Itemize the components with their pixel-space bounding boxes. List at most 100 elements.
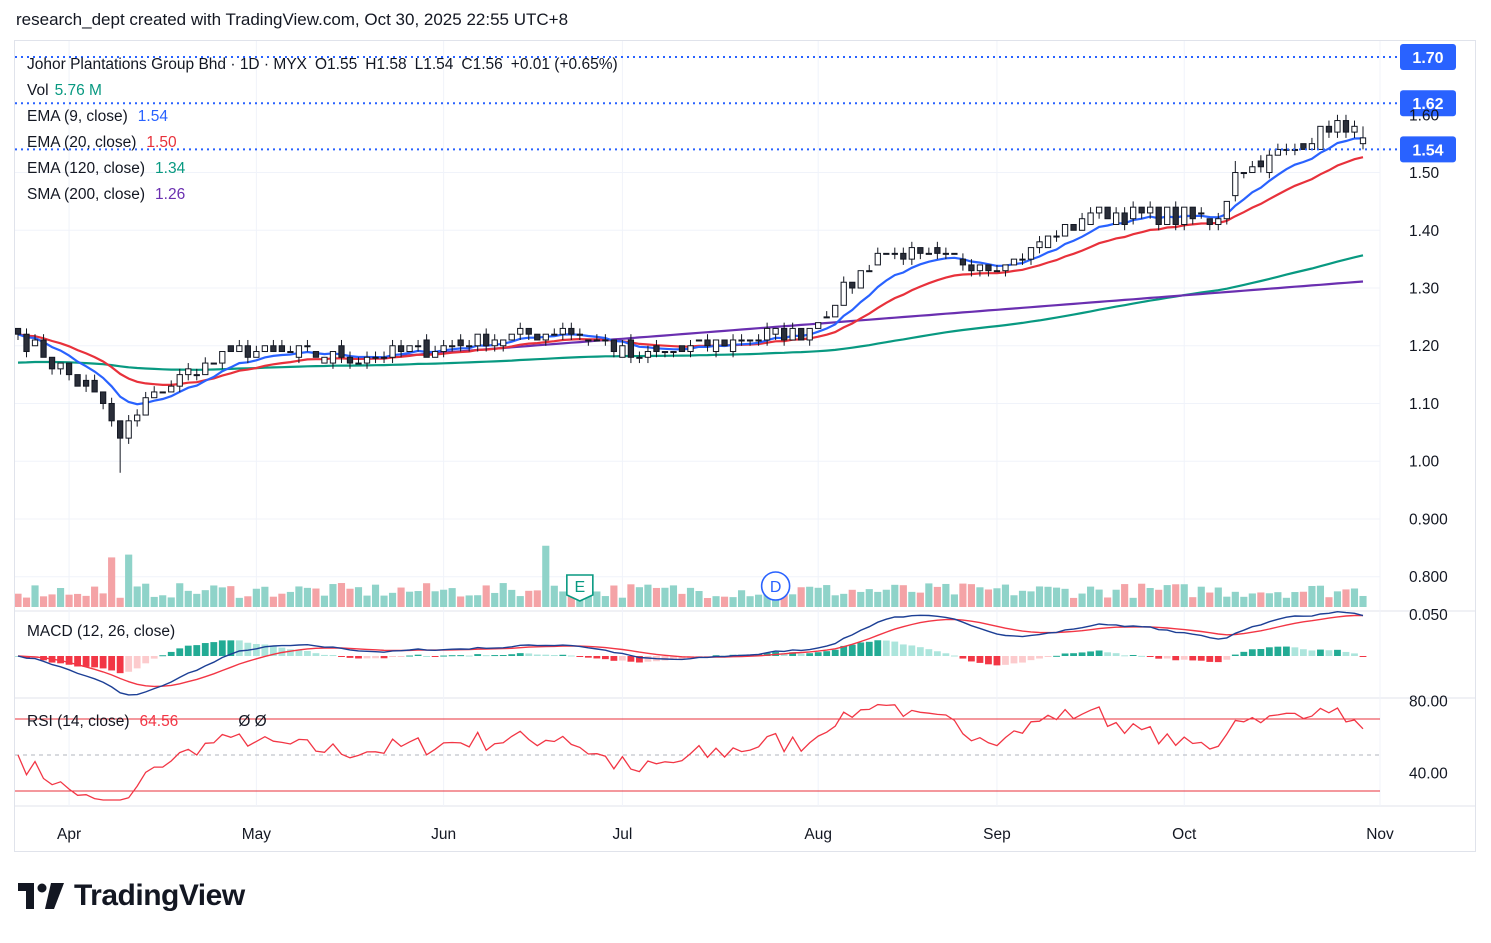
macd-histogram-bar bbox=[780, 653, 788, 656]
candle-body bbox=[1044, 235, 1052, 249]
candle-body bbox=[355, 362, 362, 365]
macd-histogram-bar bbox=[618, 656, 626, 661]
volume-bar bbox=[363, 595, 371, 607]
candle-body bbox=[1010, 258, 1018, 266]
macd-histogram-bar bbox=[670, 656, 677, 660]
candle-body bbox=[627, 339, 635, 358]
volume-bar bbox=[959, 583, 967, 607]
volume-bar bbox=[74, 593, 82, 607]
macd-histogram-bar bbox=[976, 656, 984, 663]
macd-histogram-bar bbox=[1231, 654, 1239, 656]
time-tick-label: Jun bbox=[431, 826, 456, 843]
chart-frame[interactable]: 1.701.621.54 EDED⚡ 1.501.401.301.201.101… bbox=[14, 40, 1476, 852]
volume-bar bbox=[150, 596, 158, 607]
candle-body bbox=[1359, 137, 1367, 145]
price-tick-label: 0.900 bbox=[1409, 511, 1448, 528]
legend-ema20-value: 1.50 bbox=[146, 134, 177, 151]
macd-histogram-bar bbox=[985, 656, 992, 665]
macd-histogram-bar bbox=[1240, 651, 1248, 656]
rsi-legend-label[interactable]: RSI (14, close) bbox=[27, 713, 130, 730]
macd-legend-label[interactable]: MACD (12, 26, close) bbox=[27, 623, 175, 640]
macd-histogram-bar bbox=[1121, 655, 1129, 657]
macd-tick-label: 0.050 bbox=[1409, 607, 1448, 624]
legend-ema120-label[interactable]: EMA (120, close) bbox=[27, 160, 145, 177]
candle-body bbox=[474, 333, 481, 347]
macd-histogram-bar bbox=[108, 656, 116, 671]
svg-text:EMA (9, close)1.54: EMA (9, close) 1.54 bbox=[27, 108, 168, 125]
candle-body bbox=[670, 351, 677, 354]
time-axis[interactable]: Apr May Jun Jul Aug Sep Oct Nov bbox=[57, 826, 1394, 843]
volume-bar bbox=[933, 586, 941, 607]
candle-body bbox=[1027, 247, 1035, 260]
candle-body bbox=[440, 345, 447, 353]
candle-body bbox=[1036, 241, 1043, 249]
candle-body bbox=[1240, 172, 1247, 175]
candle-body bbox=[134, 414, 141, 422]
macd-histogram-bar bbox=[261, 644, 269, 656]
candle-body bbox=[151, 391, 158, 399]
legend-ema9-label[interactable]: EMA (9, close) bbox=[27, 108, 128, 125]
legend-ema20-label[interactable]: EMA (20, close) bbox=[27, 134, 136, 151]
candle-body bbox=[346, 356, 354, 364]
volume-bar bbox=[720, 596, 729, 607]
volume-bar bbox=[423, 583, 431, 607]
candle-body bbox=[414, 345, 422, 348]
candle-body bbox=[1087, 212, 1094, 225]
macd-histogram-bar bbox=[1214, 656, 1222, 663]
volume-bar bbox=[1087, 586, 1095, 607]
candle-body bbox=[261, 345, 269, 353]
tradingview-logo[interactable]: TradingView bbox=[18, 879, 245, 913]
candle-body bbox=[976, 264, 984, 272]
legend-sma200-label[interactable]: SMA (200, close) bbox=[27, 186, 145, 203]
candle-body bbox=[31, 339, 39, 347]
macd-histogram-bar bbox=[465, 655, 473, 657]
macd-histogram-bar bbox=[806, 653, 814, 656]
candle-body bbox=[1053, 235, 1060, 238]
candle-body bbox=[483, 333, 490, 347]
macd-histogram-bar bbox=[925, 649, 933, 656]
macd-histogram-bar bbox=[133, 656, 141, 669]
candle-body bbox=[1002, 264, 1009, 272]
macd-histogram-bar bbox=[491, 655, 499, 657]
volume-bar bbox=[1223, 596, 1231, 607]
volume-bar bbox=[1112, 589, 1120, 607]
macd-histogram-bar bbox=[1351, 653, 1358, 656]
volume-bar bbox=[457, 596, 465, 607]
macd-histogram-bar bbox=[1342, 651, 1350, 656]
candlesticks bbox=[14, 114, 1367, 473]
volume-bar bbox=[116, 597, 124, 607]
candle-body bbox=[99, 391, 107, 404]
svg-text:SMA (200, close)1.26: SMA (200, close) 1.26 bbox=[27, 186, 185, 203]
volume-bar bbox=[601, 596, 609, 607]
macd-histogram-bar bbox=[823, 651, 831, 656]
candle-body bbox=[159, 391, 166, 394]
volume-bar bbox=[1146, 587, 1154, 607]
candle-body bbox=[23, 333, 30, 353]
legend-symbol[interactable]: Johor Plantations Group Bhd · 1D · MYX bbox=[27, 56, 308, 73]
price-tick-label-partial: 1.60 bbox=[1409, 107, 1440, 124]
candle-body bbox=[91, 379, 98, 393]
rsi-line bbox=[17, 703, 1364, 801]
volume-bar bbox=[48, 594, 56, 607]
volume-bar bbox=[227, 586, 235, 607]
macd-histogram-bar bbox=[372, 656, 379, 659]
candle-body bbox=[534, 333, 541, 341]
macd-histogram-bar bbox=[184, 645, 192, 656]
price-chart[interactable]: 1.701.621.54 EDED⚡ 1.501.401.301.201.101… bbox=[14, 41, 1475, 851]
volume-bar bbox=[1155, 589, 1163, 607]
time-tick-label: Aug bbox=[804, 826, 832, 843]
macd-histogram-bar bbox=[1172, 656, 1180, 661]
candle-body bbox=[551, 333, 558, 336]
volume-bar bbox=[1001, 584, 1010, 607]
legend-vol-label[interactable]: Vol bbox=[27, 82, 49, 99]
volume-bar bbox=[508, 589, 516, 607]
price-axis[interactable]: 1.50 1.40 1.30 1.20 1.10 1.00 0.900 0.800 1.60 0.… bbox=[1409, 107, 1448, 782]
volume-bar bbox=[550, 585, 558, 607]
macd-histogram-bar bbox=[525, 653, 533, 656]
macd-histogram-bar bbox=[1197, 656, 1205, 661]
candle-body bbox=[74, 374, 81, 387]
event-markers[interactable]: EDED⚡ bbox=[566, 571, 1475, 602]
candle-body bbox=[431, 351, 439, 358]
candle-body bbox=[40, 339, 47, 358]
volume-bar bbox=[542, 545, 550, 607]
